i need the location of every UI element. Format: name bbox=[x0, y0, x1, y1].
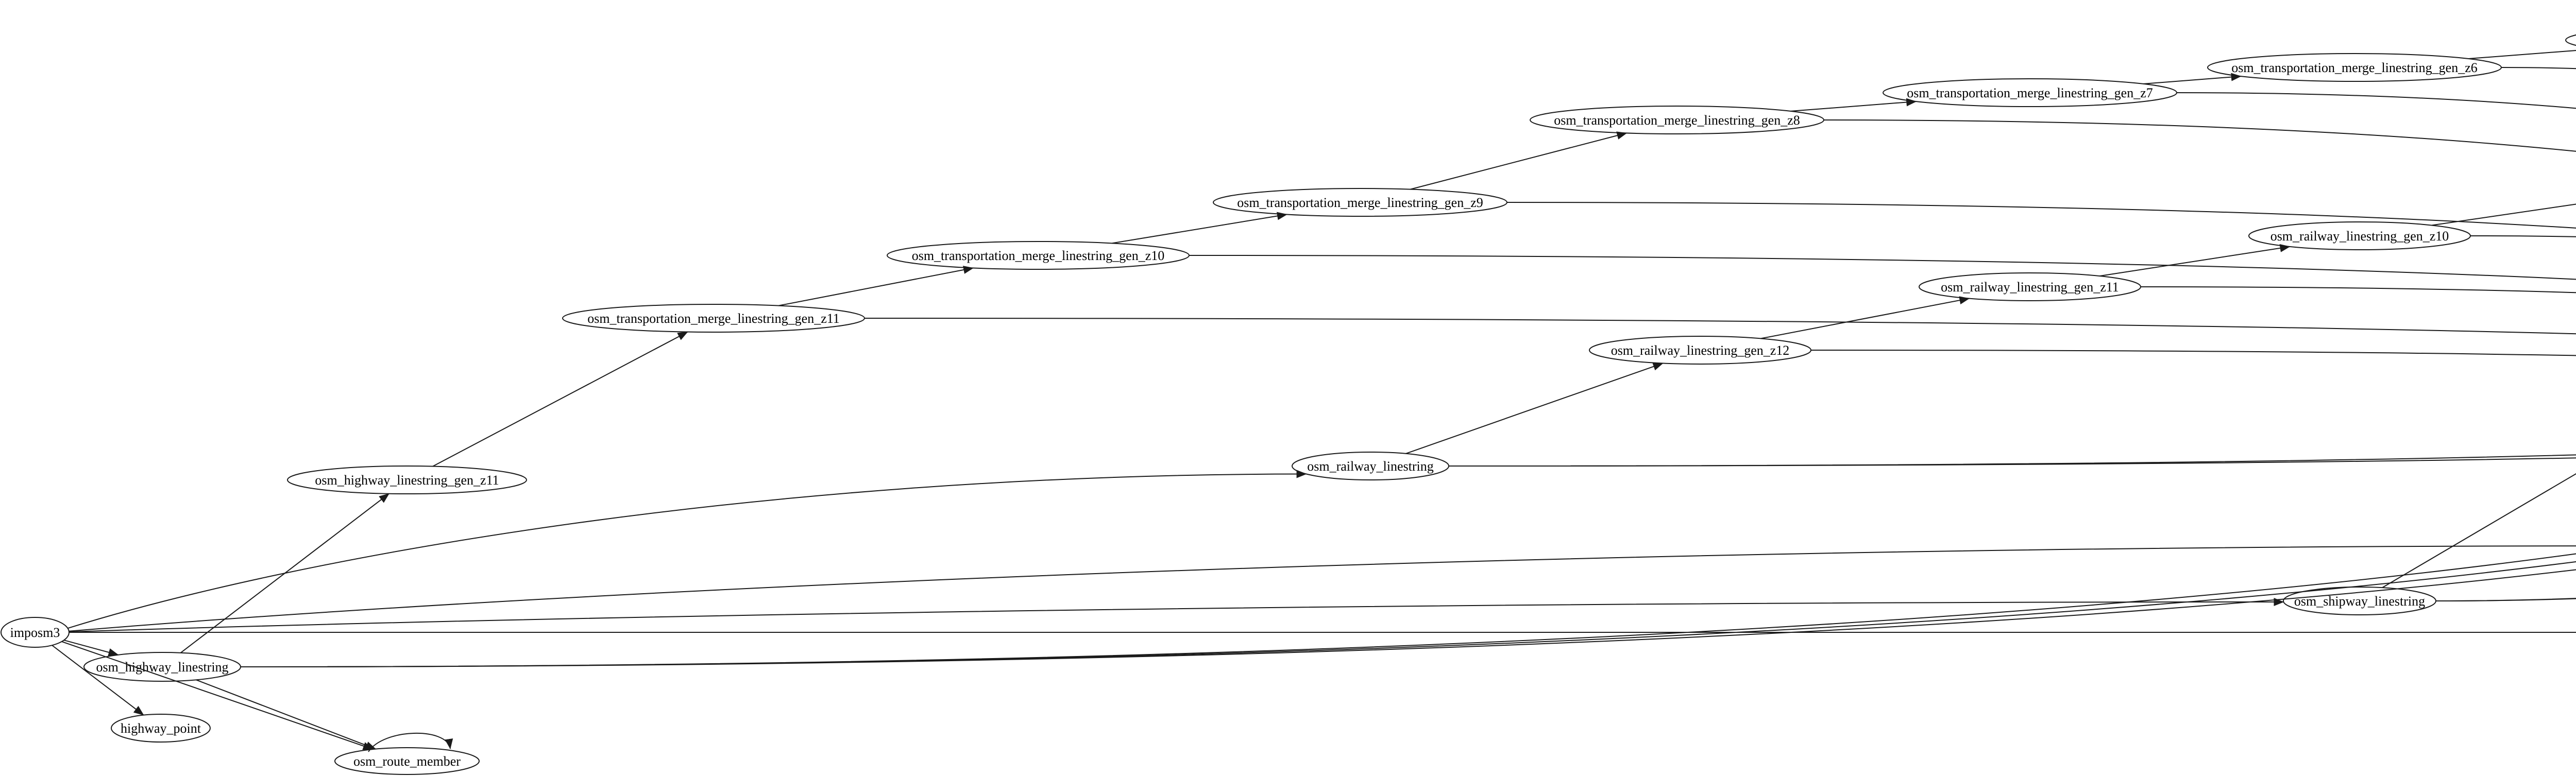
graph-edge-osm_railway_linestring_gen_z10-to-z10 bbox=[2470, 235, 2576, 237]
graph-edge-osm_highway_linestring_gen_z11-to-osm_transportation_merge_linestring_gen_z11 bbox=[432, 331, 688, 467]
graph-node-osm_transportation_merge_linestring_gen_z11: osm_transportation_merge_linestring_gen_… bbox=[562, 304, 865, 333]
graph-edge-osm_railway_linestring_gen_z11-to-osm_railway_linestring_gen_z10 bbox=[2099, 244, 2291, 277]
graph-node-imposm3: imposm3 bbox=[1, 617, 70, 648]
node-label: osm_transportation_merge_linestring_gen_… bbox=[1554, 113, 1800, 128]
graph-edge-osm_transportation_merge_linestring_gen_z9-to-z9 bbox=[1506, 202, 2576, 229]
node-label: osm_transportation_merge_linestring_gen_… bbox=[1907, 85, 2153, 100]
graph-node-osm_route_member: osm_route_member bbox=[334, 747, 480, 775]
node-label: osm_highway_linestring_gen_z11 bbox=[315, 473, 499, 488]
graph-edge-osm_railway_linestring-to-osm_railway_linestring_gen_z12 bbox=[1405, 363, 1664, 454]
node-label: osm_transportation_merge_linestring_gen_… bbox=[1237, 195, 1483, 210]
graph-edges bbox=[52, 49, 2576, 752]
graph-node-osm_railway_linestring_gen_z10: osm_railway_linestring_gen_z10 bbox=[2248, 221, 2471, 250]
graph-edge-osm_transportation_merge_linestring_gen_z11-to-osm_transportation_merge_linestring_gen_z10 bbox=[778, 266, 974, 306]
graph-node-osm_railway_linestring: osm_railway_linestring bbox=[1292, 452, 1449, 480]
node-label: osm_transportation_merge_linestring_gen_… bbox=[587, 311, 840, 326]
node-label: osm_route_member bbox=[353, 754, 461, 769]
graph-edge-osm_transportation_merge_linestring_gen_z7-to-osm_transportation_merge_linestring_gen_z6 bbox=[2143, 73, 2242, 84]
graph-edge-imposm3-to-osm_highway_linestring bbox=[63, 640, 119, 657]
graph-edge-osm_transportation_merge_linestring_gen_z6-to-z6 bbox=[2501, 67, 2576, 70]
graph-edge-osm_transportation_merge_linestring_gen_z7-to-z7 bbox=[2176, 92, 2576, 109]
node-ellipse bbox=[2565, 34, 2576, 46]
node-label: osm_transportation_merge_linestring_gen_… bbox=[2231, 60, 2478, 75]
graph-node-osm_transportation_merge_linestring_gen_z7: osm_transportation_merge_linestring_gen_… bbox=[1883, 78, 2177, 107]
node-ellipse bbox=[287, 465, 527, 494]
graph-edge-osm_highway_linestring-to-z13 bbox=[240, 561, 2576, 667]
graph-edge-osm_highway_linestring-to-osm_highway_linestring_gen_z11 bbox=[180, 493, 389, 653]
node-label: osm_shipway_linestring bbox=[2294, 594, 2425, 609]
graph-edge-osm_transportation_merge_linestring_gen_z10-to-osm_transportation_merge_linestring_gen_z9 bbox=[1111, 212, 1287, 244]
node-label: osm_highway_linestring bbox=[96, 660, 228, 675]
graph-edge-osm_shipway_linestring-to-osm_shipway_linestring_gen_z12 bbox=[2382, 473, 2576, 589]
graph-edge-osm_railway_linestring_gen_z12-to-z12 bbox=[1810, 350, 2576, 356]
graph-edge-imposm3-to-osm_aerialway_linestring bbox=[69, 545, 2576, 632]
graph-node-osm_railway_linestring_gen_z12: osm_railway_linestring_gen_z12 bbox=[1589, 336, 1811, 365]
graph-edge-osm_railway_linestring-to-z13 bbox=[1448, 454, 2576, 467]
graph-edge-imposm3-to-osm_shipway_linestring bbox=[69, 598, 2284, 633]
graph-edge-osm_transportation_merge_linestring_gen_z8-to-z8 bbox=[1823, 119, 2576, 152]
graph-node-osm_transportation_merge_linestring_gen_z8: osm_transportation_merge_linestring_gen_… bbox=[1530, 106, 1824, 134]
node-ellipse bbox=[111, 714, 211, 743]
graph-edge-osm_railway_linestring_gen_z11-to-z11 bbox=[2140, 286, 2576, 294]
graph-edge-osm_highway_linestring-to-osm_route_member bbox=[196, 679, 377, 750]
graph-edge-osm_transportation_merge_linestring_gen_z10-to-z10 bbox=[1189, 255, 2576, 280]
graph-edge-imposm3-to-highway_point bbox=[52, 645, 144, 716]
graph-node-osm_highway_linestring: osm_highway_linestring bbox=[83, 652, 241, 682]
graph-edge-osm_railway_linestring_gen_z12-to-osm_railway_linestring_gen_z11 bbox=[1760, 296, 1970, 339]
graph-edge-osm_highway_linestring-to-z12 bbox=[240, 553, 2576, 667]
graph-node-highway_point: highway_point bbox=[111, 714, 211, 743]
node-label: osm_transportation_merge_linestring_gen_… bbox=[912, 248, 1165, 263]
graph-edge-osm_railway_linestring-to-z14+ bbox=[1448, 457, 2576, 467]
graph-node-osm_highway_linestring_gen_z11: osm_highway_linestring_gen_z11 bbox=[287, 465, 527, 494]
graph-node-osm_transportation_merge_linestring_gen_z5: osm_transportation_merge_linestring_gen_… bbox=[2565, 34, 2576, 46]
graph-edge-osm_transportation_merge_linestring_gen_z8-to-osm_transportation_merge_linestring_gen_z7 bbox=[1790, 98, 1917, 112]
node-label: osm_railway_linestring_gen_z11 bbox=[1941, 280, 2119, 295]
node-label: highway_point bbox=[121, 721, 201, 736]
graph-edge-osm_shipway_linestring-to-z14+ bbox=[2435, 598, 2576, 601]
node-label: osm_railway_linestring_gen_z10 bbox=[2270, 229, 2449, 244]
node-label: osm_railway_linestring bbox=[1307, 459, 1434, 474]
graph-node-osm_transportation_merge_linestring_gen_z6: osm_transportation_merge_linestring_gen_… bbox=[2207, 53, 2502, 82]
graph-edge-osm_railway_linestring_gen_z10-to-osm_railway_linestring_gen_z9 bbox=[2431, 203, 2576, 226]
graph-edge-imposm3-to-osm_route_member bbox=[61, 641, 374, 750]
graph-node-osm_transportation_merge_linestring_gen_z10: osm_transportation_merge_linestring_gen_… bbox=[887, 241, 1190, 270]
graph-node-osm_railway_linestring_gen_z11: osm_railway_linestring_gen_z11 bbox=[1919, 272, 2141, 301]
graph-edge-osm_highway_linestring-to-z14+ bbox=[240, 569, 2576, 667]
graph-edge-osm_transportation_merge_linestring_gen_z11-to-z11 bbox=[864, 318, 2576, 335]
graph-edge-osm_route_member-to-osm_route_member bbox=[368, 732, 453, 752]
node-label: imposm3 bbox=[10, 625, 60, 640]
graph-edge-osm_transportation_merge_linestring_gen_z6-to-osm_transportation_merge_linestring_gen_z5 bbox=[2468, 49, 2576, 59]
node-label: osm_railway_linestring_gen_z12 bbox=[1611, 343, 1790, 358]
graph-edge-osm_transportation_merge_linestring_gen_z9-to-osm_transportation_merge_linestring_gen_z8 bbox=[1410, 131, 1628, 190]
graph-node-osm_transportation_merge_linestring_gen_z9: osm_transportation_merge_linestring_gen_… bbox=[1213, 188, 1507, 217]
node-ellipse bbox=[334, 747, 480, 775]
graph-edge-imposm3-to-osm_railway_linestring bbox=[67, 470, 1307, 629]
